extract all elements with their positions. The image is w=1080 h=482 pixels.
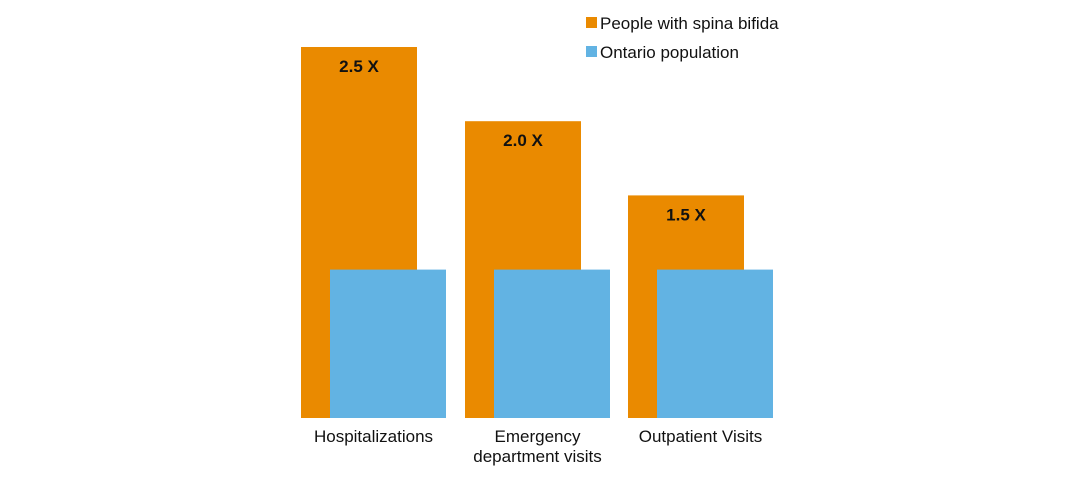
bar-series1-cat0 <box>330 269 446 418</box>
legend: People with spina bifida Ontario populat… <box>586 14 779 62</box>
bar-series1-cat1 <box>494 269 610 418</box>
category-label-2: Outpatient Visits <box>639 427 762 446</box>
category-label-line: Outpatient Visits <box>639 427 762 446</box>
data-label-cat2: 1.5 X <box>666 205 706 224</box>
legend-swatch-ontario <box>586 46 597 57</box>
category-label-1: Emergency department visits <box>473 427 602 466</box>
data-label-cat0: 2.5 X <box>339 57 379 76</box>
labels-layer: 2.5 X Hospitalizations 2.0 X Emergency depar… <box>314 57 762 466</box>
bar-series1-cat2 <box>657 269 773 418</box>
category-label-line: Emergency <box>495 427 581 446</box>
legend-swatch-spina-bifida <box>586 17 597 28</box>
data-label-cat1: 2.0 X <box>503 131 543 150</box>
legend-label-spina-bifida: People with spina bifida <box>600 14 779 33</box>
legend-label-ontario: Ontario population <box>600 43 739 62</box>
category-label-line: department visits <box>473 447 602 466</box>
bars-layer <box>301 47 773 418</box>
category-label-line: Hospitalizations <box>314 427 433 446</box>
category-label-0: Hospitalizations <box>314 427 433 446</box>
